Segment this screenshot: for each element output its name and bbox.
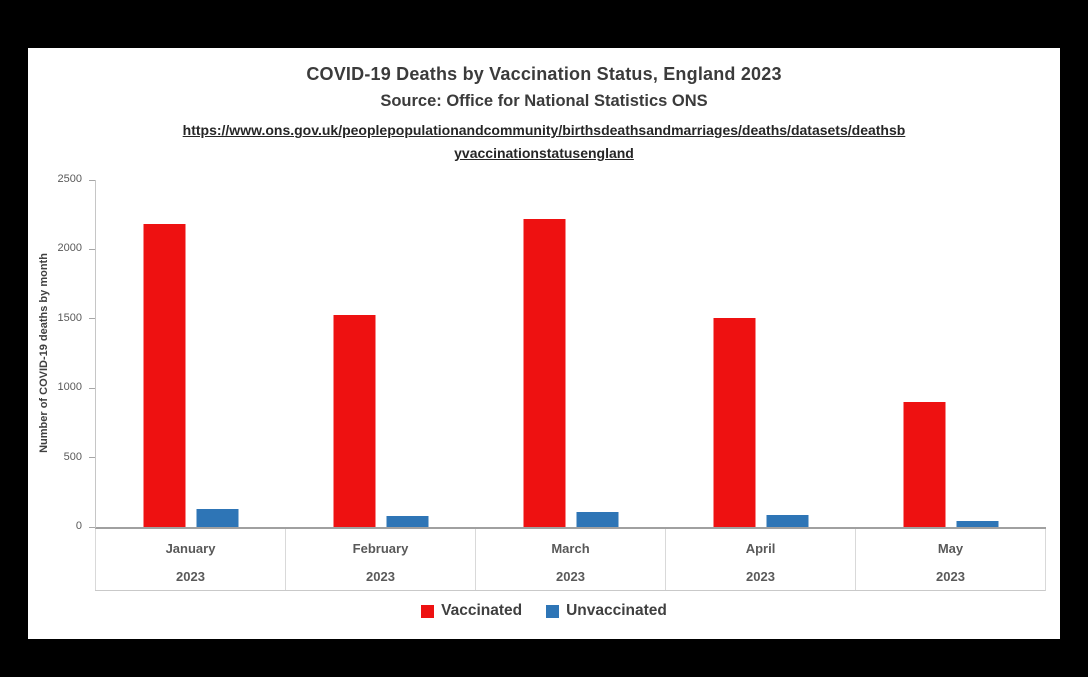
y-tick-label: 500 [63,450,82,463]
month-label: March [551,541,590,556]
month-label: February [352,541,409,556]
y-tick-label: 0 [75,520,82,532]
x-category-february: February 2023 [285,529,475,590]
x-axis-labels: January 2023 February 2023 March 2023 April 202… [95,529,1046,591]
bar-unvaccinated [956,521,999,527]
plot-category-january [96,180,286,527]
unvaccinated-swatch-icon [546,604,560,618]
plot-category-february [286,180,476,527]
year-label: 2023 [556,569,585,584]
bar-unvaccinated [196,509,239,527]
legend-item-vaccinated: Vaccinated [421,602,522,620]
y-tick-mark [89,387,95,389]
plot-category-april [666,180,856,527]
bar-vaccinated [523,218,566,527]
source-url-line-1: https://www.ons.gov.uk/peoplepopulationa… [182,122,906,138]
x-category-january: January 2023 [95,529,285,590]
source-url-line-2: yvaccinationstatusengland [454,145,634,161]
bar-vaccinated [903,402,946,527]
month-label: January [165,541,216,556]
x-category-april: April 2023 [665,529,855,590]
bar-group [143,223,239,527]
y-tick-mark [89,526,95,528]
month-label: May [937,541,964,556]
legend-label: Unvaccinated [566,602,667,619]
bar-group [903,402,999,527]
bar-group [333,315,429,527]
y-tick-mark [89,248,95,250]
chart-title: COVID-19 Deaths by Vaccination Status, E… [306,64,782,84]
x-category-march: March 2023 [475,529,665,590]
plot-category-march [476,180,666,527]
bar-unvaccinated [576,512,619,527]
bar-vaccinated [713,318,756,527]
y-axis-ticks: 0 500 1000 1500 2000 2500 [28,173,95,532]
y-tick-label: 2000 [57,242,82,255]
y-tick-label: 1000 [57,381,82,394]
y-tick-label: 1500 [57,311,82,324]
chart-panel: COVID-19 Deaths by Vaccination Status, E… [28,48,1060,639]
year-label: 2023 [936,569,965,584]
legend-label: Vaccinated [441,602,523,619]
y-tick-mark [89,457,95,459]
bar-group [713,318,809,527]
y-tick-mark [89,179,95,181]
bar-unvaccinated [386,515,429,527]
vaccinated-swatch-icon [421,604,435,618]
bar-group [523,218,619,527]
bar-unvaccinated [766,514,809,527]
year-label: 2023 [176,569,205,584]
bar-vaccinated [333,315,376,527]
year-label: 2023 [746,569,775,584]
x-category-may: May 2023 [855,529,1045,590]
y-tick-mark [89,318,95,320]
plot-area [95,180,1046,529]
bar-vaccinated [143,223,186,527]
legend-item-unvaccinated: Unvaccinated [546,602,667,620]
chart-subtitle: Source: Office for National Statistics O… [380,92,708,110]
y-tick-label: 2500 [57,173,82,185]
year-label: 2023 [366,569,395,584]
month-label: April [745,541,776,556]
plot-category-may [856,180,1046,527]
legend: Vaccinated Unvaccinated [28,602,1060,620]
